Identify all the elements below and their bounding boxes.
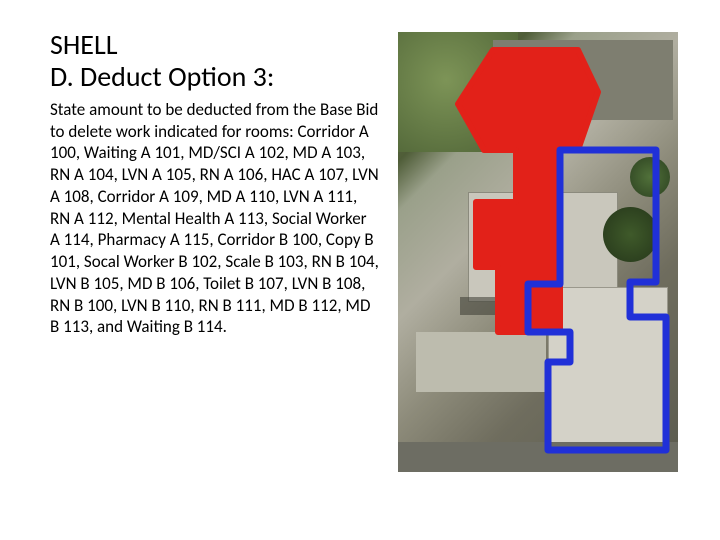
building-roof-2 xyxy=(548,287,668,457)
building-shadow xyxy=(460,297,555,315)
title-line-2: D. Deduct Option 3: xyxy=(50,61,380,93)
text-column: SHELL D. Deduct Option 3: State amount t… xyxy=(50,30,380,510)
title-line-1: SHELL xyxy=(50,30,380,61)
aerial-site-image xyxy=(398,32,678,472)
body-paragraph: State amount to be deducted from the Bas… xyxy=(50,99,380,338)
building-roof-1 xyxy=(468,192,618,302)
tree-1 xyxy=(603,207,658,262)
image-column xyxy=(398,30,680,510)
tree-2 xyxy=(630,157,670,197)
parking-lot xyxy=(493,40,673,120)
slide: SHELL D. Deduct Option 3: State amount t… xyxy=(0,0,720,540)
road xyxy=(398,442,678,472)
building-roof-3 xyxy=(416,332,546,392)
